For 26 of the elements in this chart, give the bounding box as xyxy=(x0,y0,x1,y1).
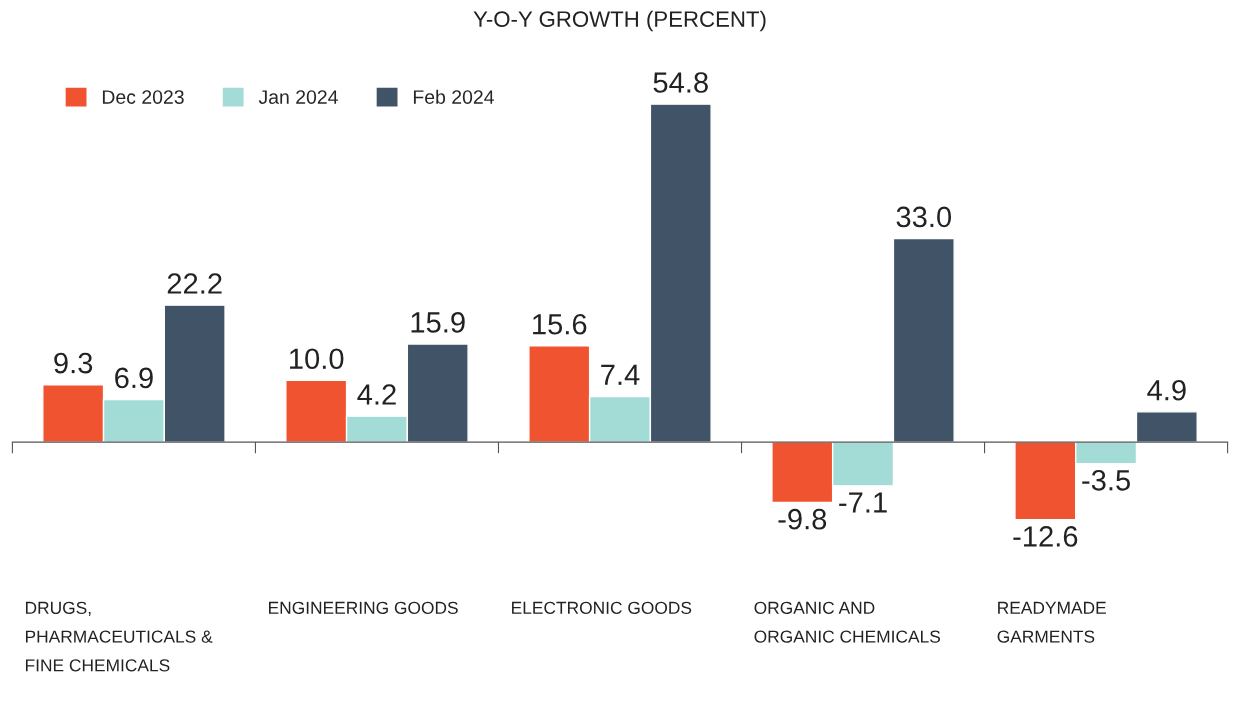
x-tick-label: READYMADE GARMENTS xyxy=(997,601,1106,643)
data-label: 4.2 xyxy=(357,384,396,405)
data-label: -12.6 xyxy=(1013,526,1078,547)
x-tick-label: DRUGS, PHARMACEUTICALS & FINE CHEMICALS xyxy=(25,601,213,672)
legend-label: Jan 2024 xyxy=(258,90,338,104)
data-label: 7.4 xyxy=(601,364,640,385)
data-label: 22.2 xyxy=(167,273,222,294)
data-label: 10.0 xyxy=(290,348,344,370)
bar xyxy=(1135,411,1198,443)
data-label: -9.8 xyxy=(778,508,827,530)
data-label: 15.6 xyxy=(533,313,587,335)
data-label: 4.9 xyxy=(1147,379,1186,401)
x-tick-label: ELECTRONIC GOODS xyxy=(512,601,692,614)
data-label: -7.1 xyxy=(839,492,887,513)
data-label: 54.8 xyxy=(653,72,708,93)
data-label: 15.9 xyxy=(411,312,465,333)
data-label: 9.3 xyxy=(54,352,93,374)
legend-label: Feb 2024 xyxy=(413,89,494,104)
x-tick-label: ENGINEERING GOODS xyxy=(269,601,458,614)
data-label: -3.5 xyxy=(1082,469,1130,491)
chart-title: Y-O-Y GROWTH (PERCENT) xyxy=(473,10,766,32)
x-tick-label: ORGANIC AND ORGANIC CHEMICALS xyxy=(754,601,941,643)
bar xyxy=(892,237,955,443)
legend-label: Dec 2023 xyxy=(102,90,184,104)
data-label: 33.0 xyxy=(896,206,952,228)
data-label: 6.9 xyxy=(115,367,153,389)
